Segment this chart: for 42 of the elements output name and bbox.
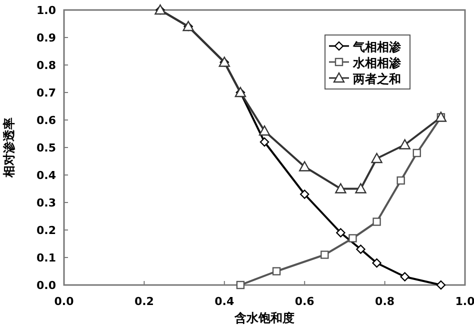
y-tick-label: 0.6 [36,114,56,127]
x-tick-label: 1.0 [455,295,474,308]
x-axis-title: 含水饱和度 [234,311,294,325]
point [372,258,382,268]
point [236,280,245,290]
y-tick-label: 0.0 [36,279,56,292]
legend-label: 气相相渗 [352,40,402,54]
point [320,250,329,259]
point [371,152,382,164]
legend-label: 两者之和 [352,72,401,86]
x-tick-label: 0.0 [54,295,74,308]
x-tick-label: 0.6 [294,295,315,308]
x-tick-label: 0.8 [375,295,395,308]
x-tick-label: 0.4 [214,295,234,308]
y-tick-label: 0.3 [36,196,56,210]
point [272,267,281,276]
y-tick-label: 1.0 [36,4,56,17]
y-tick-label: 0.9 [36,32,56,44]
point [348,234,357,242]
point [335,183,346,194]
legend-label: 水相相渗 [352,56,402,70]
point [399,139,410,150]
point [336,228,346,238]
point [355,183,366,194]
point [436,280,446,290]
point [356,244,366,254]
y-axis-title: 相对渗透率 [2,118,16,178]
point [260,137,270,147]
point [400,272,410,282]
point [396,176,405,185]
point [300,190,310,199]
point [299,161,310,172]
y-tick-label: 0.2 [36,224,56,237]
point [372,218,381,226]
y-tick-label: 0.8 [36,59,56,72]
y-tick-label: 0.7 [36,86,56,100]
point [258,125,270,136]
y-tick-label: 0.4 [36,169,56,182]
y-tick-label: 0.1 [36,252,56,264]
x-tick-label: 0.2 [134,295,154,308]
point [412,148,421,158]
y-tick-label: 0.5 [36,142,56,154]
